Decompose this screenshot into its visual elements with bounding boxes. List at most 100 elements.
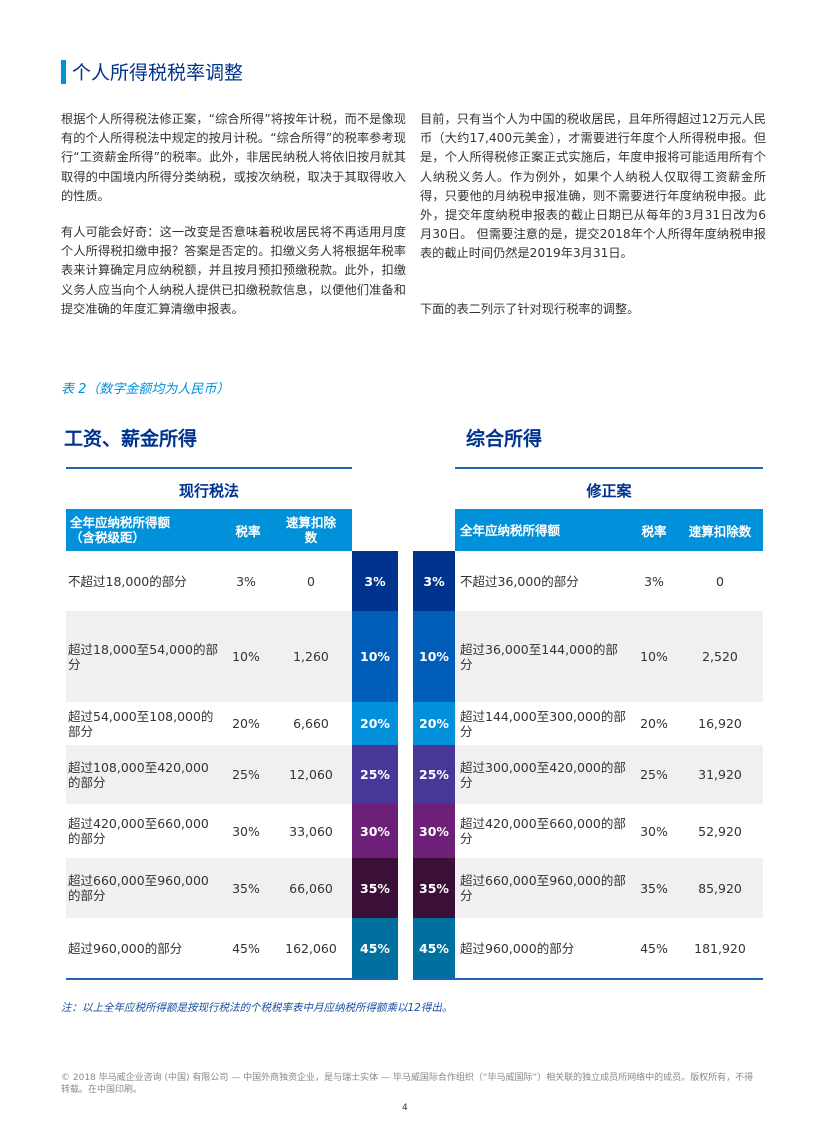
table-row: 超过960,000的部分 45% 162,060	[66, 918, 352, 978]
table-row: 超过144,000至300,000的部分 20% 16,920	[455, 702, 763, 745]
header-rate: 税率	[641, 523, 667, 539]
rate-cell: 30%	[232, 823, 260, 839]
bracket-cell: 超过660,000至960,000的部分	[68, 873, 209, 903]
rate-cell: 20%	[640, 716, 668, 731]
rate-cell: 3%	[236, 573, 256, 589]
table-row: 超过660,000至960,000的部分 35% 85,920	[455, 858, 763, 918]
deduction-cell: 66,060	[289, 880, 333, 896]
table-row: 超过420,000至660,000的部分 30% 33,060	[66, 804, 352, 858]
table-row: 超过54,000至108,000的部分 20% 6,660	[66, 702, 352, 745]
rate-bands-left: 3% 10% 20% 25% 30% 35% 45%	[352, 551, 398, 978]
deduction-cell: 85,920	[698, 880, 742, 896]
deduction-cell: 1,260	[293, 649, 329, 664]
subtitle-amendment: 修正案	[586, 482, 632, 500]
rate-cell: 25%	[232, 767, 260, 782]
rate-cell: 10%	[640, 649, 668, 664]
divider-right	[455, 467, 763, 469]
rate-bands-right: 3% 10% 20% 25% 30% 35% 45%	[413, 551, 455, 978]
bracket-cell: 超过36,000至144,000的部分	[460, 641, 618, 672]
rate-band: 20%	[413, 702, 455, 745]
paragraph-left-2: 有人可能会好奇：这一改变是否意味着税收居民将不再适用月度个人所得税扣缴申报？答案…	[61, 225, 406, 316]
rate-cell: 3%	[644, 573, 664, 589]
table-body-right: 不超过36,000的部分 3% 0 超过36,000至144,000的部分 10…	[455, 551, 763, 978]
rate-band: 35%	[352, 858, 398, 918]
rate-cell: 30%	[640, 823, 668, 839]
bracket-cell: 超过108,000至420,000的部分	[68, 759, 209, 790]
table-header-left: 全年应纳税所得额 （含税级距） 税率 速算扣除数	[66, 509, 352, 551]
bracket-cell: 超过18,000至54,000的部分	[68, 641, 218, 672]
table-row: 超过660,000至960,000的部分 35% 66,060	[66, 858, 352, 918]
deduction-cell: 2,520	[702, 649, 738, 664]
subtitle-current-law: 现行税法	[178, 482, 239, 500]
rate-band: 20%	[352, 702, 398, 745]
bracket-cell: 超过660,000至960,000的部分	[460, 873, 626, 903]
bracket-cell: 超过420,000至660,000的部分	[460, 816, 626, 846]
table-row: 超过18,000至54,000的部分 10% 1,260	[66, 611, 352, 702]
rate-cell: 35%	[640, 880, 668, 896]
paragraph-left-1: 根据个人所得税法修正案，“综合所得”将按年计税，而不是像现有的个人所得税法中规定…	[61, 112, 406, 203]
rate-band: 10%	[352, 611, 398, 702]
table-note: 注：以上全年应税所得额是按现行税法的个税税率表中月应纳税所得额乘以12得出。	[61, 1002, 453, 1014]
divider-left	[66, 467, 352, 469]
deduction-cell: 0	[307, 573, 315, 589]
table-body-left: 不超过18,000的部分 3% 0 超过18,000至54,000的部分 10%…	[66, 551, 352, 978]
table-row: 超过960,000的部分 45% 181,920	[455, 918, 763, 978]
page-title: 个人所得税税率调整	[72, 62, 244, 84]
rate-band: 25%	[413, 745, 455, 804]
section-title-wages: 工资、薪金所得	[64, 428, 198, 450]
rate-band: 3%	[413, 551, 455, 611]
table-row: 不超过36,000的部分 3% 0	[455, 551, 763, 611]
deduction-cell: 16,920	[698, 716, 742, 731]
table-row: 超过300,000至420,000的部分 25% 31,920	[455, 745, 763, 804]
bracket-cell: 超过54,000至108,000的部分	[68, 708, 214, 739]
bracket-cell: 超过960,000的部分	[460, 940, 575, 956]
table-caption: 表 2（数字金额均为人民币）	[61, 382, 230, 397]
deduction-cell: 6,660	[293, 716, 329, 731]
copyright-footer: © 2018 毕马威企业咨询 (中国) 有限公司 — 中国外商独资企业，是与瑞士…	[61, 1073, 754, 1095]
bracket-cell: 超过960,000的部分	[68, 940, 183, 956]
deduction-cell: 162,060	[285, 940, 337, 956]
table-header-right: 全年应纳税所得额 税率 速算扣除数	[455, 509, 763, 551]
header-rate: 税率	[235, 523, 261, 539]
rate-band: 10%	[413, 611, 455, 702]
header-bracket: 全年应纳税所得额	[460, 522, 561, 538]
header-deduction: 速算扣除数	[688, 523, 752, 539]
bracket-cell: 超过144,000至300,000的部分	[460, 708, 626, 739]
rate-band: 3%	[352, 551, 398, 611]
deduction-cell: 52,920	[698, 823, 742, 839]
bracket-cell: 不超过18,000的部分	[68, 573, 187, 589]
rate-band: 30%	[352, 804, 398, 858]
rate-band: 45%	[352, 918, 398, 978]
deduction-cell: 31,920	[698, 767, 742, 782]
paragraph-right-2: 下面的表二列示了针对现行税率的调整。	[420, 302, 640, 316]
rate-band: 25%	[352, 745, 398, 804]
deduction-cell: 12,060	[289, 767, 333, 782]
rate-cell: 20%	[232, 716, 260, 731]
section-title-comprehensive: 综合所得	[466, 428, 543, 450]
deduction-cell: 33,060	[289, 823, 333, 839]
title-accent-bar	[61, 60, 66, 84]
table-bottom-rule-right	[413, 978, 763, 980]
bracket-cell: 超过300,000至420,000的部分	[460, 759, 626, 790]
rate-band: 30%	[413, 804, 455, 858]
deduction-cell: 0	[716, 573, 724, 589]
deduction-cell: 181,920	[694, 940, 746, 956]
paragraph-right-1: 目前，只有当个人为中国的税收居民，且年所得超过12万元人民币（大约17,400元…	[420, 112, 766, 261]
table-row: 超过420,000至660,000的部分 30% 52,920	[455, 804, 763, 858]
bracket-cell: 超过420,000至660,000的部分	[68, 816, 209, 846]
bracket-cell: 不超过36,000的部分	[460, 573, 579, 589]
rate-cell: 25%	[640, 767, 668, 782]
page-number: 4	[402, 1103, 408, 1113]
rate-band: 45%	[413, 918, 455, 978]
rate-cell: 45%	[232, 940, 260, 956]
rate-cell: 10%	[232, 649, 260, 664]
rate-cell: 45%	[640, 940, 668, 956]
table-row: 不超过18,000的部分 3% 0	[66, 551, 352, 611]
rate-band: 35%	[413, 858, 455, 918]
header-bracket: 全年应纳税所得额 （含税级距）	[70, 515, 171, 545]
header-deduction: 速算扣除数	[285, 515, 336, 545]
table-row: 超过108,000至420,000的部分 25% 12,060	[66, 745, 352, 804]
table-row: 超过36,000至144,000的部分 10% 2,520	[455, 611, 763, 702]
table-bottom-rule-left	[66, 978, 398, 980]
rate-cell: 35%	[232, 880, 260, 896]
